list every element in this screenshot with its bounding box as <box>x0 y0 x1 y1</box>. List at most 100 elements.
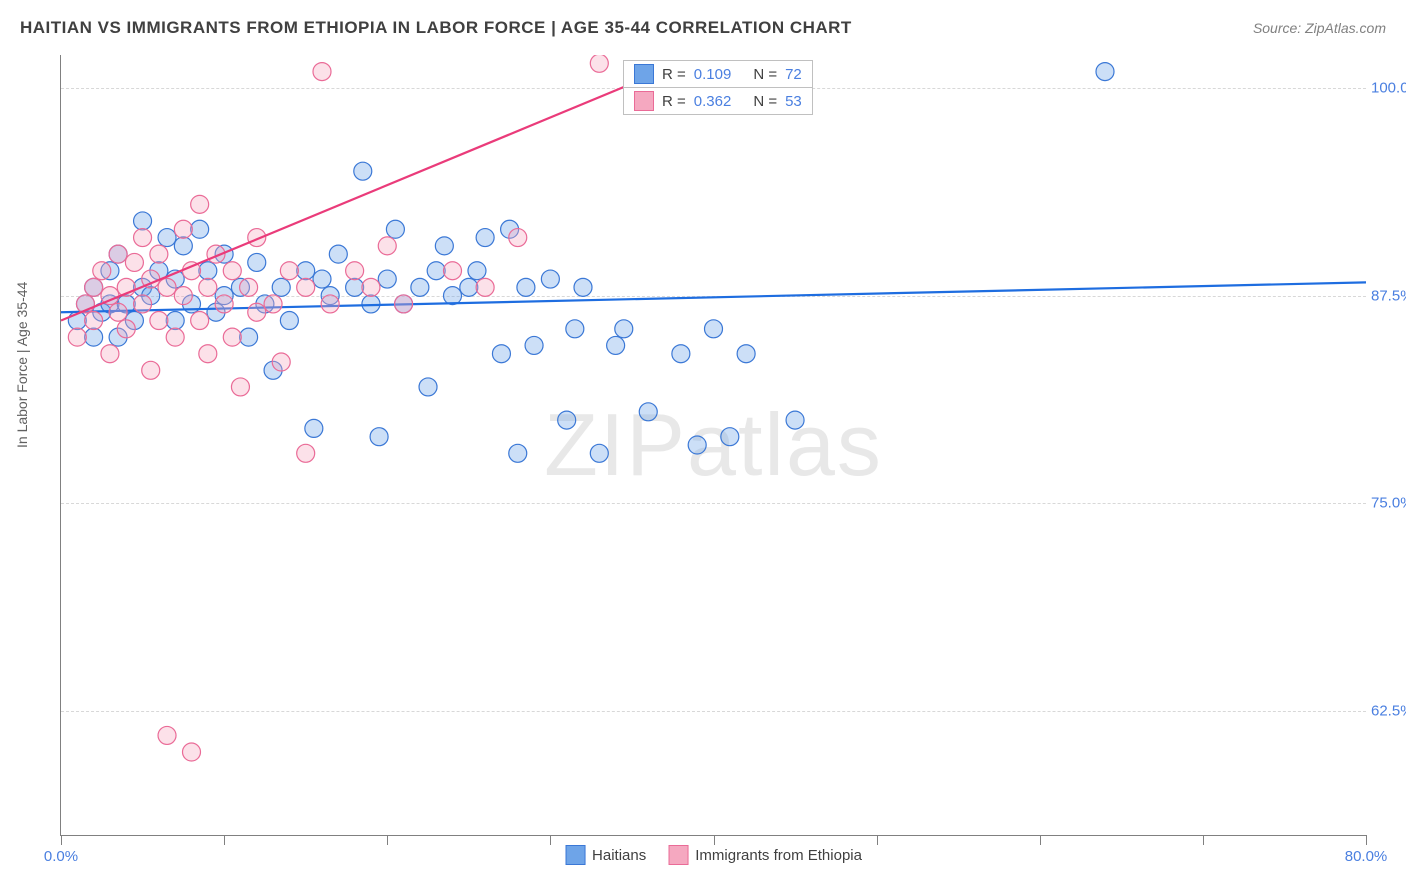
stat-r-label: R = <box>662 93 686 110</box>
data-point <box>435 237 453 255</box>
data-point <box>134 229 152 247</box>
x-tick <box>224 835 225 845</box>
data-point <box>362 278 380 296</box>
data-point <box>158 229 176 247</box>
data-point <box>109 245 127 263</box>
data-point <box>297 278 315 296</box>
legend-swatch <box>634 91 654 111</box>
stat-n-value: 72 <box>785 66 802 83</box>
data-point <box>444 262 462 280</box>
stat-n-value: 53 <box>785 93 802 110</box>
data-point <box>142 361 160 379</box>
data-point <box>509 229 527 247</box>
y-tick-label: 100.0% <box>1371 80 1406 97</box>
stat-n-label: N = <box>753 66 777 83</box>
data-point <box>590 444 608 462</box>
data-point <box>272 278 290 296</box>
data-point <box>354 162 372 180</box>
scatter-plot-svg <box>61 55 1366 835</box>
data-point <box>240 278 258 296</box>
data-point <box>191 195 209 213</box>
data-point <box>509 444 527 462</box>
data-point <box>68 328 86 346</box>
data-point <box>721 428 739 446</box>
data-point <box>231 378 249 396</box>
data-point <box>386 220 404 238</box>
data-point <box>419 378 437 396</box>
y-axis-label: In Labor Force | Age 35-44 <box>14 282 30 448</box>
data-point <box>223 328 241 346</box>
data-point <box>476 278 494 296</box>
data-point <box>574 278 592 296</box>
data-point <box>150 245 168 263</box>
data-point <box>191 312 209 330</box>
source-attribution: Source: ZipAtlas.com <box>1253 20 1386 36</box>
stat-r-value: 0.109 <box>694 66 732 83</box>
data-point <box>158 278 176 296</box>
x-tick <box>61 835 62 845</box>
data-point <box>191 220 209 238</box>
y-tick-label: 75.0% <box>1371 495 1406 512</box>
data-point <box>672 345 690 363</box>
data-point <box>378 270 396 288</box>
data-point <box>109 303 127 321</box>
data-point <box>174 237 192 255</box>
data-point <box>558 411 576 429</box>
data-point <box>370 428 388 446</box>
data-point <box>150 312 168 330</box>
data-point <box>329 245 347 263</box>
x-tick-label: 0.0% <box>44 848 78 865</box>
data-point <box>174 220 192 238</box>
data-point <box>117 320 135 338</box>
data-point <box>125 253 143 271</box>
chart-header: HAITIAN VS IMMIGRANTS FROM ETHIOPIA IN L… <box>20 18 1386 38</box>
legend-item: Haitians <box>565 845 646 865</box>
data-point <box>166 312 184 330</box>
legend-swatch <box>634 64 654 84</box>
data-point <box>590 55 608 72</box>
legend-label: Haitians <box>592 847 646 864</box>
x-tick <box>877 835 878 845</box>
data-point <box>639 403 657 421</box>
data-point <box>305 419 323 437</box>
correlation-stats-box: R = 0.109 N = 72 R = 0.362N = 53 <box>623 60 813 115</box>
data-point <box>313 63 331 81</box>
data-point <box>378 237 396 255</box>
data-point <box>1096 63 1114 81</box>
data-point <box>248 303 266 321</box>
data-point <box>705 320 723 338</box>
data-point <box>85 312 103 330</box>
data-point <box>199 278 217 296</box>
legend-swatch <box>668 845 688 865</box>
data-point <box>183 743 201 761</box>
x-tick <box>714 835 715 845</box>
data-point <box>93 262 111 280</box>
data-point <box>541 270 559 288</box>
data-point <box>427 262 445 280</box>
x-tick <box>1203 835 1204 845</box>
data-point <box>476 229 494 247</box>
x-tick <box>550 835 551 845</box>
y-tick-label: 62.5% <box>1371 702 1406 719</box>
data-point <box>688 436 706 454</box>
data-point <box>134 295 152 313</box>
chart-plot-area: ZIPatlas R = 0.109N = 72R = 0.362N = 53 … <box>60 55 1366 836</box>
data-point <box>525 336 543 354</box>
stats-row: R = 0.362N = 53 <box>624 87 812 114</box>
data-point <box>85 328 103 346</box>
data-point <box>346 262 364 280</box>
stat-n-label: N = <box>753 93 777 110</box>
data-point <box>313 270 331 288</box>
data-point <box>468 262 486 280</box>
chart-title: HAITIAN VS IMMIGRANTS FROM ETHIOPIA IN L… <box>20 18 852 38</box>
data-point <box>321 295 339 313</box>
data-point <box>737 345 755 363</box>
data-point <box>134 212 152 230</box>
x-tick <box>1040 835 1041 845</box>
legend-item: Immigrants from Ethiopia <box>668 845 862 865</box>
data-point <box>223 262 241 280</box>
data-point <box>607 336 625 354</box>
data-point <box>215 295 233 313</box>
data-point <box>240 328 258 346</box>
data-point <box>158 726 176 744</box>
